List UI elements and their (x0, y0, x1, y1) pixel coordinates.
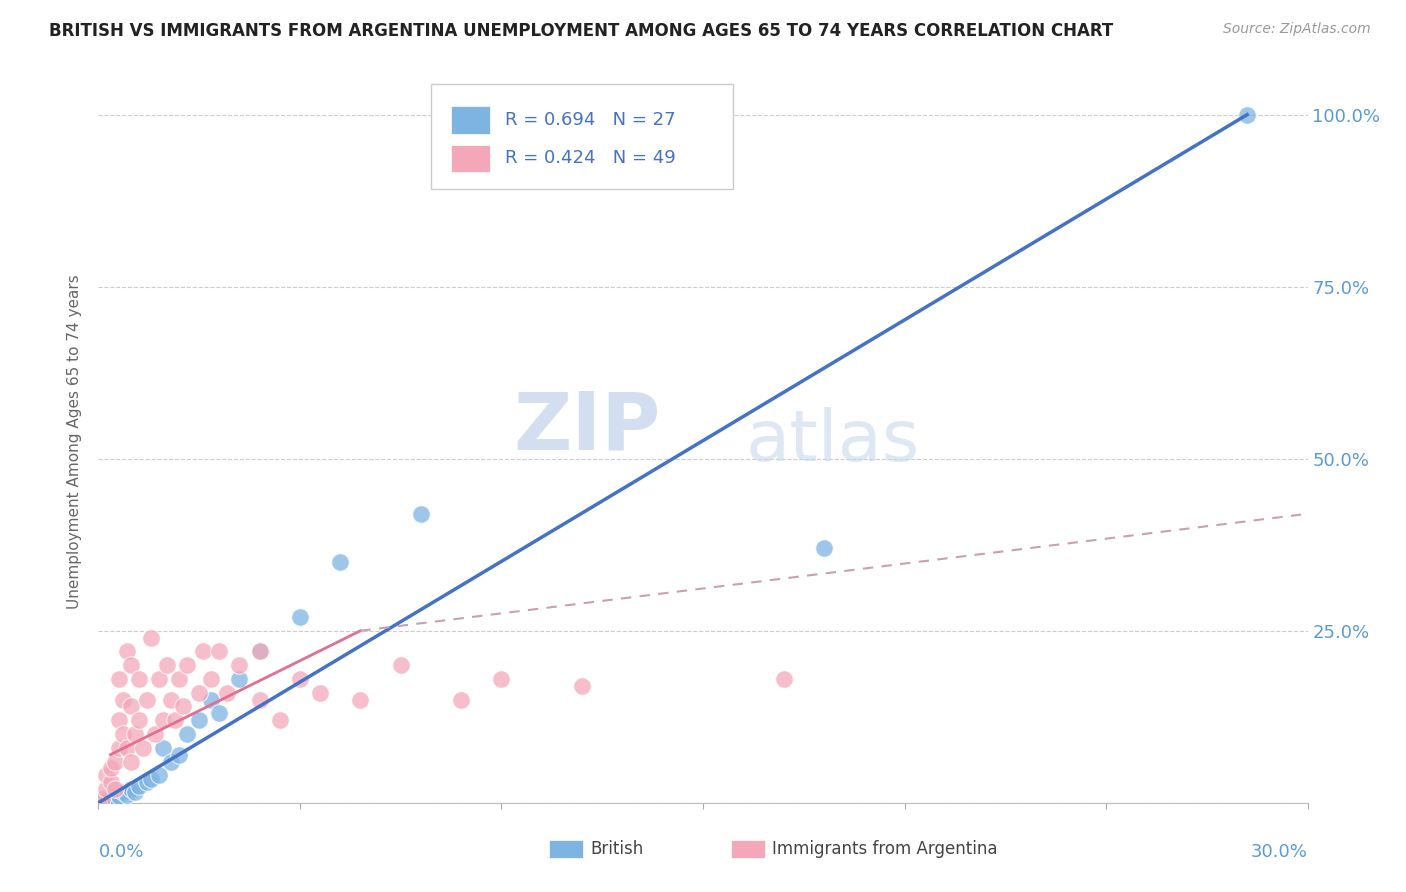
Point (389, 658, 412, 673)
Point (249, 692, 271, 706)
Point (100, 775, 122, 789)
Point (249, 644, 271, 658)
Point (217, 686, 239, 700)
Point (571, 679, 593, 693)
Text: R = 0.424   N = 49: R = 0.424 N = 49 (505, 149, 675, 168)
Point (152, 740, 174, 755)
Text: Immigrants from Argentina: Immigrants from Argentina (772, 840, 997, 858)
Point (107, 672, 129, 686)
Point (107, 713, 129, 727)
Point (120, 699, 142, 714)
Point (772, 672, 794, 686)
Point (107, 789, 129, 803)
Point (124, 727, 146, 741)
Point (163, 713, 186, 727)
FancyBboxPatch shape (731, 840, 765, 858)
Point (100, 790, 122, 805)
Point (107, 740, 129, 755)
Point (176, 727, 198, 741)
Point (160, 692, 183, 706)
Point (132, 740, 155, 755)
Point (167, 747, 190, 762)
Point (148, 768, 170, 782)
Point (228, 672, 250, 686)
FancyBboxPatch shape (432, 84, 734, 189)
Point (176, 658, 198, 673)
Point (208, 706, 231, 721)
Point (813, 541, 835, 556)
Point (450, 692, 472, 706)
Point (329, 555, 352, 569)
Point (172, 699, 194, 714)
FancyBboxPatch shape (550, 840, 583, 858)
Point (228, 658, 250, 673)
Point (269, 713, 291, 727)
Point (249, 644, 271, 658)
Point (124, 785, 146, 799)
Text: Source: ZipAtlas.com: Source: ZipAtlas.com (1223, 22, 1371, 37)
Point (128, 713, 150, 727)
Point (111, 692, 134, 706)
Point (100, 761, 122, 775)
Point (409, 507, 432, 521)
Y-axis label: Unemployment Among Ages 65 to 74 years: Unemployment Among Ages 65 to 74 years (67, 274, 83, 609)
Point (128, 672, 150, 686)
Text: 30.0%: 30.0% (1251, 843, 1308, 861)
Point (188, 713, 211, 727)
Point (288, 672, 311, 686)
Point (111, 727, 134, 741)
Point (135, 775, 157, 789)
Point (120, 755, 142, 769)
Point (111, 785, 134, 799)
Text: ZIP: ZIP (513, 388, 661, 467)
Point (167, 672, 190, 686)
Point (103, 755, 125, 769)
Point (139, 772, 162, 786)
Point (309, 686, 332, 700)
Point (148, 672, 170, 686)
Point (115, 788, 138, 802)
Point (120, 658, 142, 673)
Point (103, 791, 125, 805)
Point (135, 692, 157, 706)
Text: atlas: atlas (745, 407, 920, 476)
Point (208, 644, 231, 658)
Point (96, 768, 118, 782)
Point (156, 658, 179, 673)
Text: BRITISH VS IMMIGRANTS FROM ARGENTINA UNEMPLOYMENT AMONG AGES 65 TO 74 YEARS CORR: BRITISH VS IMMIGRANTS FROM ARGENTINA UNE… (49, 22, 1114, 40)
Point (160, 755, 183, 769)
Point (1236, 108, 1258, 122)
Point (349, 692, 371, 706)
Point (188, 686, 211, 700)
Point (128, 779, 150, 793)
Point (120, 782, 142, 797)
Point (103, 782, 125, 797)
Point (96, 782, 118, 797)
Point (143, 727, 166, 741)
Point (288, 610, 311, 624)
Text: 0.0%: 0.0% (98, 843, 143, 861)
Point (91, 792, 114, 806)
Point (152, 713, 174, 727)
Point (200, 692, 222, 706)
Point (115, 644, 138, 658)
Point (96, 794, 118, 808)
FancyBboxPatch shape (451, 145, 491, 172)
Point (200, 672, 222, 686)
Point (91, 792, 114, 806)
Point (115, 740, 138, 755)
Point (193, 644, 215, 658)
Text: British: British (591, 840, 644, 858)
Point (491, 672, 513, 686)
Text: R = 0.694   N = 27: R = 0.694 N = 27 (505, 111, 675, 129)
Point (139, 631, 162, 645)
FancyBboxPatch shape (451, 106, 491, 134)
